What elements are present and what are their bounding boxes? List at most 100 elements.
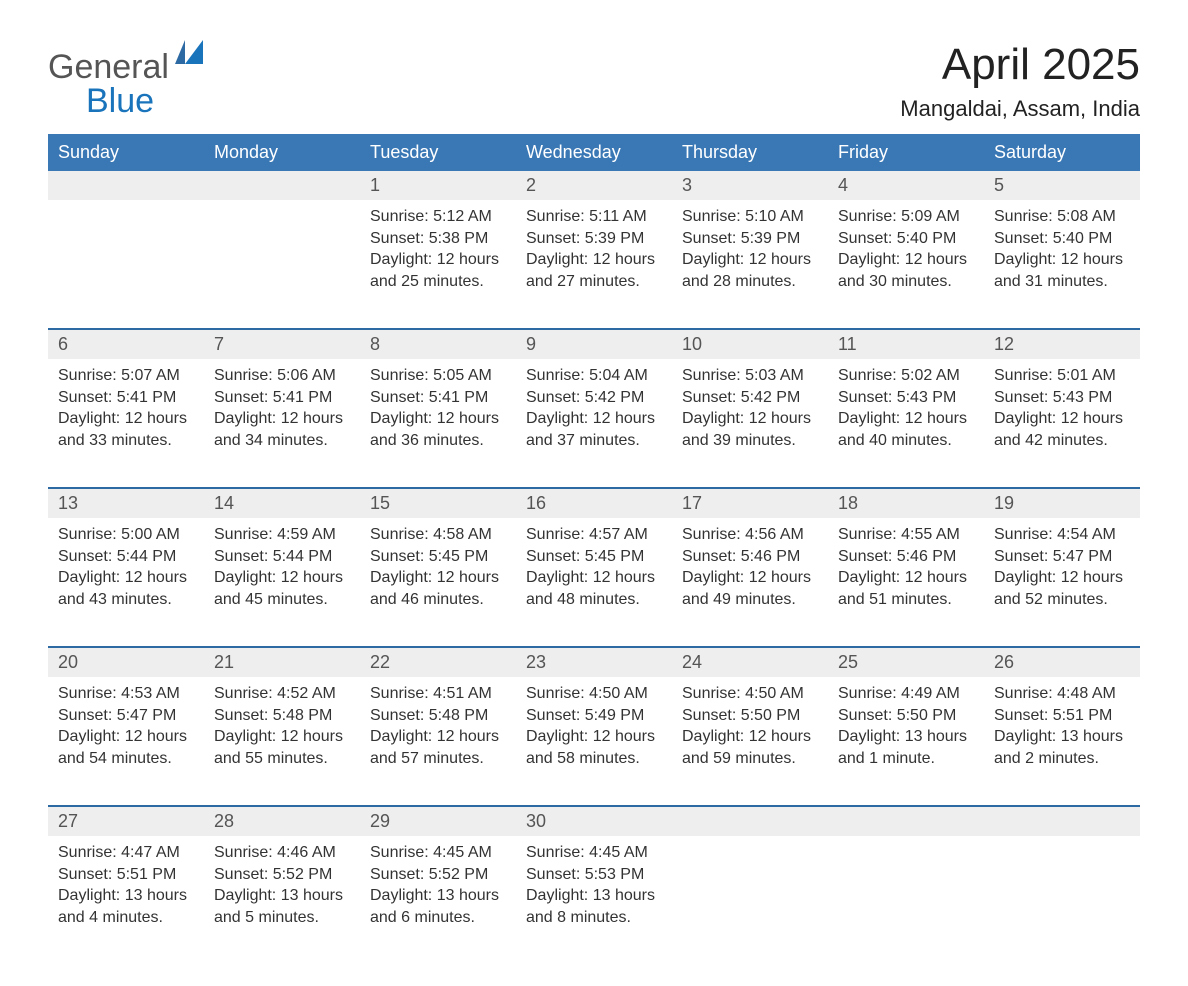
day-body: Sunrise: 5:00 AM Sunset: 5:44 PM Dayligh… [48,518,204,628]
weekday-header-cell: Tuesday [360,134,516,171]
day-body: Sunrise: 5:09 AM Sunset: 5:40 PM Dayligh… [828,200,984,310]
daybody-row: Sunrise: 4:47 AM Sunset: 5:51 PM Dayligh… [48,836,1140,946]
location-text: Mangaldai, Assam, India [900,96,1140,122]
day-number: 19 [984,489,1140,518]
day-number: 26 [984,648,1140,677]
day-body: Sunrise: 4:55 AM Sunset: 5:46 PM Dayligh… [828,518,984,628]
day-number: 13 [48,489,204,518]
day-number: 29 [360,807,516,836]
page-title: April 2025 [900,40,1140,90]
day-number [984,807,1140,836]
weekday-header-cell: Wednesday [516,134,672,171]
daynum-row: 13141516171819 [48,489,1140,518]
day-body: Sunrise: 4:47 AM Sunset: 5:51 PM Dayligh… [48,836,204,946]
day-number: 28 [204,807,360,836]
day-body [48,200,204,310]
day-body: Sunrise: 4:53 AM Sunset: 5:47 PM Dayligh… [48,677,204,787]
daybody-row: Sunrise: 5:00 AM Sunset: 5:44 PM Dayligh… [48,518,1140,628]
day-number: 20 [48,648,204,677]
day-body: Sunrise: 4:49 AM Sunset: 5:50 PM Dayligh… [828,677,984,787]
day-body [672,836,828,946]
day-number: 1 [360,171,516,200]
day-number: 6 [48,330,204,359]
day-body: Sunrise: 4:52 AM Sunset: 5:48 PM Dayligh… [204,677,360,787]
weekday-header-cell: Friday [828,134,984,171]
daybody-row: Sunrise: 5:12 AM Sunset: 5:38 PM Dayligh… [48,200,1140,310]
day-number: 9 [516,330,672,359]
day-number: 18 [828,489,984,518]
day-body: Sunrise: 4:57 AM Sunset: 5:45 PM Dayligh… [516,518,672,628]
day-body: Sunrise: 5:02 AM Sunset: 5:43 PM Dayligh… [828,359,984,469]
day-body: Sunrise: 4:46 AM Sunset: 5:52 PM Dayligh… [204,836,360,946]
day-number: 24 [672,648,828,677]
day-body: Sunrise: 5:05 AM Sunset: 5:41 PM Dayligh… [360,359,516,469]
day-number: 4 [828,171,984,200]
logo-flag-icon [175,40,203,64]
day-body: Sunrise: 4:50 AM Sunset: 5:50 PM Dayligh… [672,677,828,787]
day-number [672,807,828,836]
day-body: Sunrise: 5:04 AM Sunset: 5:42 PM Dayligh… [516,359,672,469]
day-body [828,836,984,946]
page-header: General Blue April 2025 Mangaldai, Assam… [48,40,1140,122]
calendar-week: 12345Sunrise: 5:12 AM Sunset: 5:38 PM Da… [48,171,1140,310]
day-body: Sunrise: 4:45 AM Sunset: 5:53 PM Dayligh… [516,836,672,946]
day-number: 22 [360,648,516,677]
day-number: 11 [828,330,984,359]
day-body: Sunrise: 5:10 AM Sunset: 5:39 PM Dayligh… [672,200,828,310]
calendar-week: 20212223242526Sunrise: 4:53 AM Sunset: 5… [48,646,1140,787]
day-number: 7 [204,330,360,359]
day-number: 10 [672,330,828,359]
logo: General Blue [48,40,203,118]
day-number: 15 [360,489,516,518]
day-body: Sunrise: 4:58 AM Sunset: 5:45 PM Dayligh… [360,518,516,628]
weekday-header-cell: Thursday [672,134,828,171]
day-number: 23 [516,648,672,677]
logo-word-1: General [48,48,169,86]
weekday-header-cell: Monday [204,134,360,171]
day-body: Sunrise: 5:01 AM Sunset: 5:43 PM Dayligh… [984,359,1140,469]
daynum-row: 20212223242526 [48,648,1140,677]
calendar-week: 6789101112Sunrise: 5:07 AM Sunset: 5:41 … [48,328,1140,469]
day-number: 14 [204,489,360,518]
day-body: Sunrise: 5:12 AM Sunset: 5:38 PM Dayligh… [360,200,516,310]
day-number: 5 [984,171,1140,200]
weekday-header-cell: Sunday [48,134,204,171]
day-body: Sunrise: 4:59 AM Sunset: 5:44 PM Dayligh… [204,518,360,628]
day-number: 21 [204,648,360,677]
day-body: Sunrise: 5:03 AM Sunset: 5:42 PM Dayligh… [672,359,828,469]
daynum-row: 6789101112 [48,330,1140,359]
day-body: Sunrise: 5:11 AM Sunset: 5:39 PM Dayligh… [516,200,672,310]
day-body: Sunrise: 4:48 AM Sunset: 5:51 PM Dayligh… [984,677,1140,787]
day-number: 16 [516,489,672,518]
day-body: Sunrise: 4:54 AM Sunset: 5:47 PM Dayligh… [984,518,1140,628]
weekday-header-row: SundayMondayTuesdayWednesdayThursdayFrid… [48,134,1140,171]
calendar-week: 27282930 Sunrise: 4:47 AM Sunset: 5:51 P… [48,805,1140,946]
daybody-row: Sunrise: 5:07 AM Sunset: 5:41 PM Dayligh… [48,359,1140,469]
day-body [204,200,360,310]
day-body: Sunrise: 4:45 AM Sunset: 5:52 PM Dayligh… [360,836,516,946]
weekday-header-cell: Saturday [984,134,1140,171]
title-block: April 2025 Mangaldai, Assam, India [900,40,1140,122]
day-number: 30 [516,807,672,836]
day-body: Sunrise: 4:51 AM Sunset: 5:48 PM Dayligh… [360,677,516,787]
day-number: 12 [984,330,1140,359]
day-body: Sunrise: 4:56 AM Sunset: 5:46 PM Dayligh… [672,518,828,628]
day-body [984,836,1140,946]
day-number: 25 [828,648,984,677]
day-number: 2 [516,171,672,200]
daynum-row: 27282930 [48,807,1140,836]
daybody-row: Sunrise: 4:53 AM Sunset: 5:47 PM Dayligh… [48,677,1140,787]
day-body: Sunrise: 5:08 AM Sunset: 5:40 PM Dayligh… [984,200,1140,310]
day-number [828,807,984,836]
day-number: 17 [672,489,828,518]
daynum-row: 12345 [48,171,1140,200]
day-number: 8 [360,330,516,359]
day-body: Sunrise: 5:06 AM Sunset: 5:41 PM Dayligh… [204,359,360,469]
day-number [204,171,360,200]
day-body: Sunrise: 4:50 AM Sunset: 5:49 PM Dayligh… [516,677,672,787]
calendar: SundayMondayTuesdayWednesdayThursdayFrid… [48,134,1140,946]
day-number: 27 [48,807,204,836]
day-number: 3 [672,171,828,200]
day-body: Sunrise: 5:07 AM Sunset: 5:41 PM Dayligh… [48,359,204,469]
day-number [48,171,204,200]
